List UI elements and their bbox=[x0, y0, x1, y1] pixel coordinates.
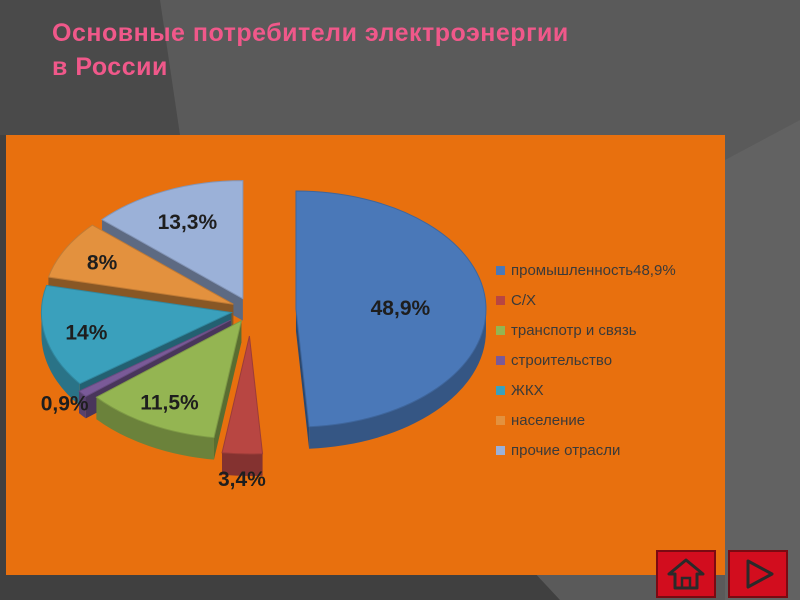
legend-item: прочие отрасли bbox=[496, 435, 721, 465]
legend-swatch bbox=[496, 325, 505, 335]
legend-label: строительство bbox=[511, 351, 613, 369]
page-title-line-1: Основные потребители электроэнергии bbox=[52, 19, 569, 47]
legend-label: С/Х bbox=[511, 291, 537, 309]
play-right-icon bbox=[746, 559, 774, 589]
legend-label: транспотр и связь bbox=[511, 321, 637, 339]
legend-swatch bbox=[496, 295, 505, 305]
data-label-6: 13,3% bbox=[158, 211, 218, 234]
legend-swatch bbox=[496, 415, 505, 425]
legend-swatch bbox=[496, 385, 505, 395]
legend-swatch bbox=[496, 265, 505, 275]
pie-slice-1 bbox=[221, 335, 264, 477]
legend-item: С/Х bbox=[496, 285, 721, 315]
data-label-3: 0,9% bbox=[41, 393, 89, 416]
legend-item: строительство bbox=[496, 345, 721, 375]
legend-swatch bbox=[496, 355, 505, 365]
legend-item: промышленность48,9% bbox=[496, 255, 721, 285]
legend-item: ЖКХ bbox=[496, 375, 721, 405]
home-button[interactable] bbox=[656, 550, 716, 598]
chart-panel: 48,9% 3,4% 11,5% 0,9% 14% 8% 13,3% промышленно… bbox=[6, 135, 725, 575]
pie-chart: 48,9% 3,4% 11,5% 0,9% 14% 8% 13,3% bbox=[41, 180, 487, 491]
legend-label: население bbox=[511, 411, 586, 429]
pie-slice-0 bbox=[295, 190, 487, 449]
legend-item: население bbox=[496, 405, 721, 435]
legend-item: транспотр и связь bbox=[496, 315, 721, 345]
data-label-5: 8% bbox=[87, 251, 118, 274]
legend-label: промышленность48,9% bbox=[511, 261, 676, 279]
data-label-1: 3,4% bbox=[218, 468, 266, 491]
page-title: Основные потребители электроэнергии в Ро… bbox=[52, 16, 692, 84]
page-title-line-2: в России bbox=[52, 53, 168, 81]
legend-swatch bbox=[496, 445, 505, 455]
data-label-0: 48,9% bbox=[371, 297, 431, 320]
legend-label: прочие отрасли bbox=[511, 441, 621, 459]
chart-legend: промышленность48,9% С/Х транспотр и связь с… bbox=[496, 255, 721, 465]
data-label-4: 14% bbox=[65, 322, 107, 345]
home-icon bbox=[667, 558, 705, 590]
pie-slice-2 bbox=[95, 319, 243, 460]
next-slide-button[interactable] bbox=[728, 550, 788, 598]
legend-label: ЖКХ bbox=[511, 381, 544, 399]
data-label-2: 11,5% bbox=[140, 391, 199, 414]
